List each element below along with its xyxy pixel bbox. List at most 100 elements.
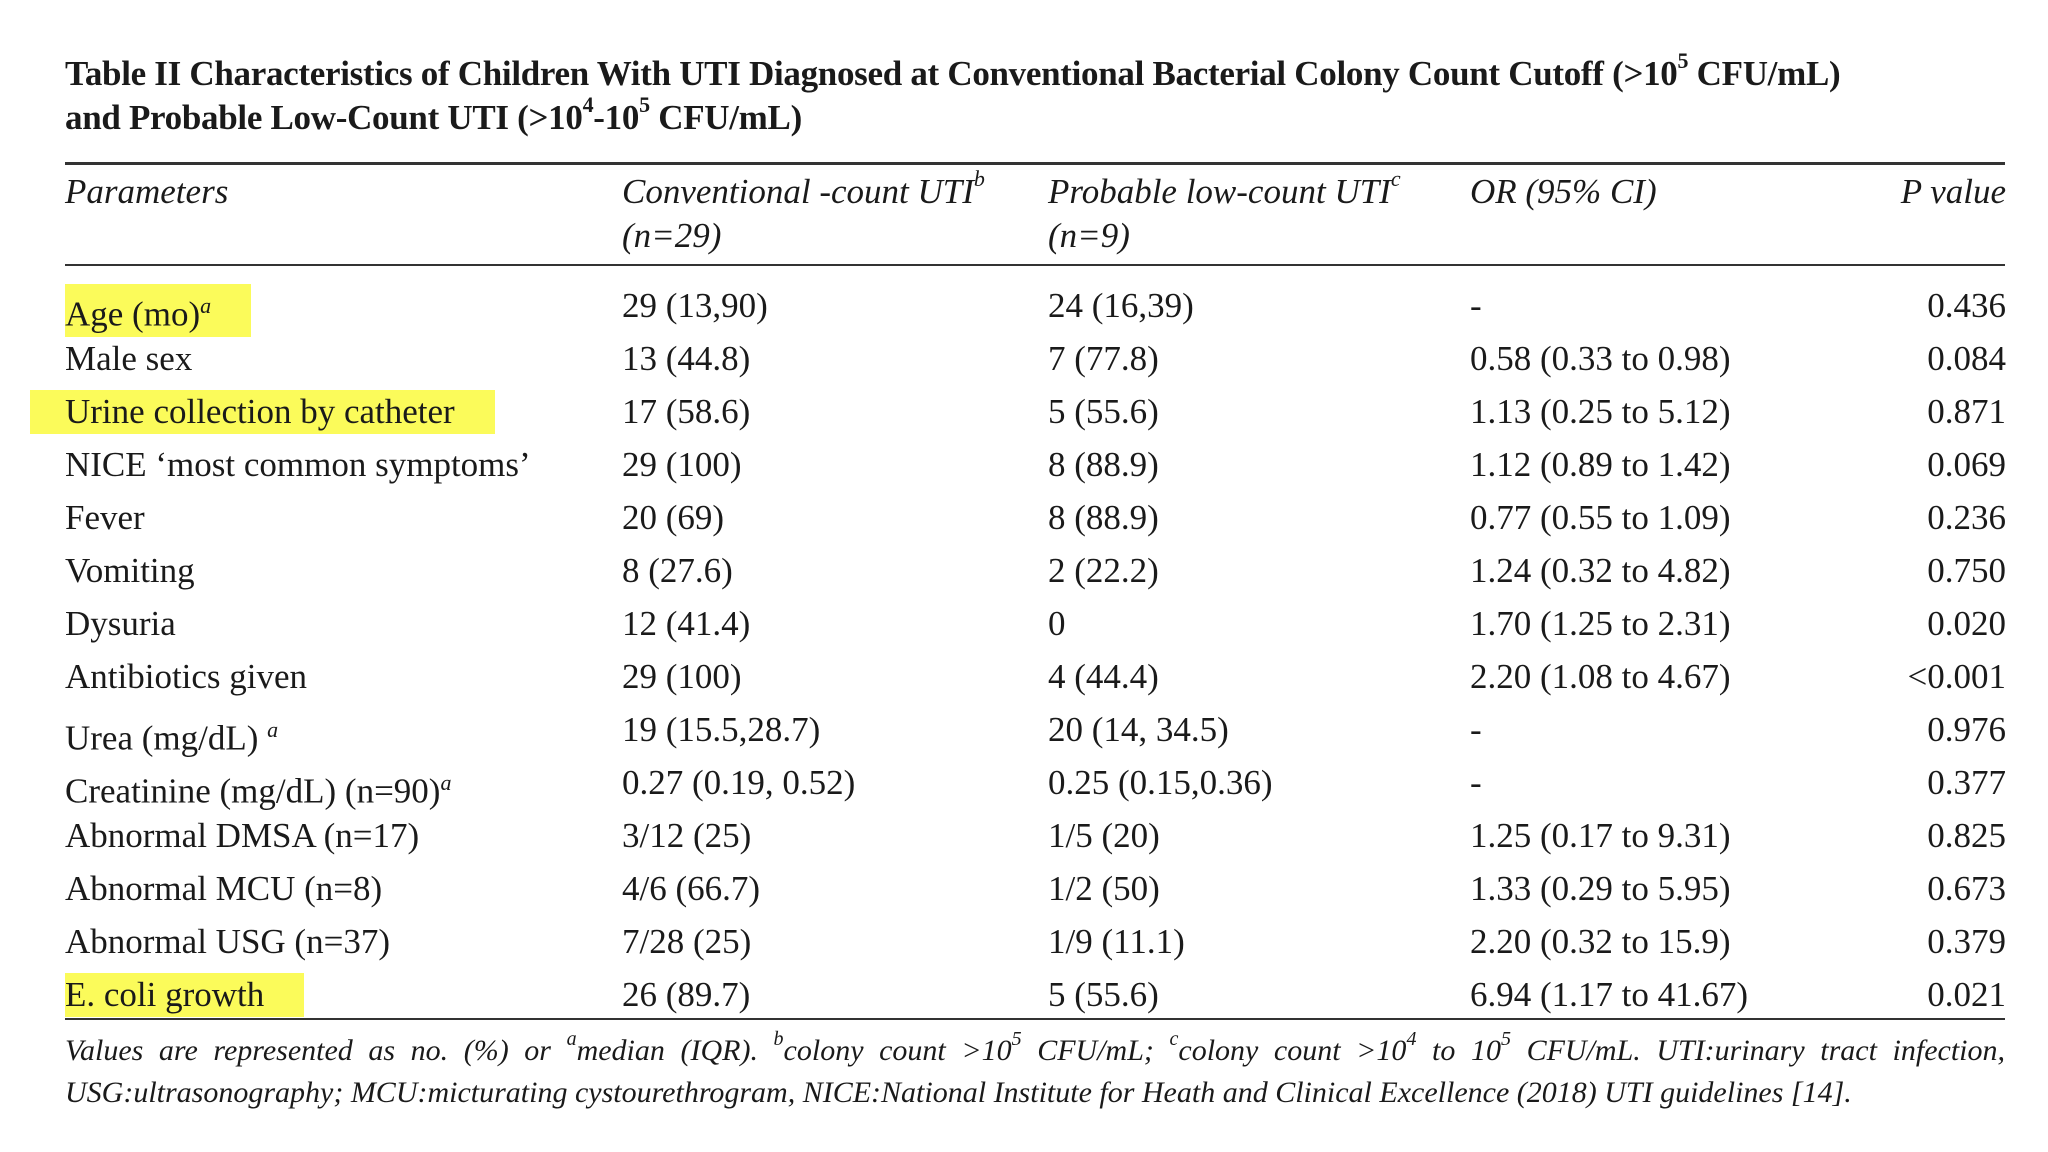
cell-or: - (1470, 710, 1482, 749)
cell-conventional: 7/28 (25) (622, 922, 752, 961)
cell-lowcount: 5 (55.6) (1048, 975, 1159, 1014)
cell-lowcount: 8 (88.9) (1048, 445, 1159, 484)
cell-or: 6.94 (1.17 to 41.67) (1470, 975, 1749, 1014)
title-line2-prefix: and Probable Low-Count UTI (>10 (65, 98, 583, 137)
footnote-sup: 5 (1011, 1028, 1022, 1050)
cell-pvalue: 0.069 (1927, 445, 2006, 484)
table-row: Vomiting 8 (27.6) 2 (22.2) 1.24 (0.32 to 4.… (0, 545, 2048, 597)
table-row: E. coli growth 26 (89.7) 5 (55.6) 6.94 (1.1… (0, 969, 2048, 1021)
footnote-text: median (IQR). (576, 1034, 774, 1067)
cell-pvalue: 0.673 (1927, 869, 2006, 908)
parameter-label: Age (mo) (65, 294, 201, 334)
cell-or: 0.58 (0.33 to 0.98) (1470, 339, 1731, 378)
header-lowcount-n: (n=9) (1048, 216, 1130, 255)
cell-pvalue: 0.021 (1927, 975, 2006, 1014)
table-row: Fever 20 (69) 8 (88.9) 0.77 (0.55 to 1.09) 0… (0, 492, 2048, 544)
header-lowcount-label: Probable low-count UTI (1048, 172, 1391, 211)
cell-conventional: 29 (100) (622, 445, 742, 484)
footnote-sup: b (773, 1028, 784, 1050)
table-row: Male sex 13 (44.8) 7 (77.8) 0.58 (0.33 to 0… (0, 333, 2048, 385)
cell-lowcount: 8 (88.9) (1048, 498, 1159, 537)
header-sup: b (973, 166, 985, 192)
cell-parameter: Antibiotics given (65, 651, 307, 703)
footnote-text: colony count >10 (783, 1034, 1012, 1067)
cell-conventional: 26 (89.7) (622, 975, 751, 1014)
cell-parameter: Fever (65, 492, 145, 544)
cell-parameter: Age (mo)a (65, 284, 252, 337)
cell-pvalue: 0.236 (1927, 498, 2006, 537)
cell-conventional: 4/6 (66.7) (622, 869, 761, 908)
cell-lowcount: 7 (77.8) (1048, 339, 1159, 378)
table-row: Abnormal MCU (n=8) 4/6 (66.7) 1/2 (50) 1.33… (0, 863, 2048, 915)
cell-parameter: Dysuria (65, 598, 176, 650)
table-top-rule (65, 162, 2005, 165)
cell-lowcount: 24 (16,39) (1048, 286, 1194, 325)
parameter-label: Abnormal DMSA (n=17) (65, 816, 420, 855)
cell-lowcount: 0 (1048, 604, 1066, 643)
cell-conventional: 3/12 (25) (622, 816, 752, 855)
table-title: Table II Characteristics of Children Wit… (65, 50, 2015, 140)
cell-conventional: 19 (15.5,28.7) (622, 710, 821, 749)
cell-conventional: 17 (58.6) (622, 392, 751, 431)
footnote-text: CFU/mL; (1021, 1034, 1170, 1067)
title-sup: 5 (639, 92, 650, 118)
parameter-label: Male sex (65, 339, 193, 378)
table-row: Antibiotics given 29 (100) 4 (44.4) 2.20 (1… (0, 651, 2048, 703)
cell-parameter: Abnormal MCU (n=8) (65, 863, 382, 915)
cell-parameter: Creatinine (mg/dL) (n=90)a (65, 757, 451, 818)
table-row: Age (mo)a 29 (13,90) 24 (16,39) - 0.436 (0, 280, 2048, 337)
parameter-label: Fever (65, 498, 145, 537)
cell-conventional: 29 (100) (622, 657, 742, 696)
cell-conventional: 12 (41.4) (622, 604, 751, 643)
parameter-label: Creatinine (mg/dL) (n=90) (65, 771, 441, 811)
parameter-label: E. coli growth (65, 975, 265, 1014)
cell-lowcount: 0.25 (0.15,0.36) (1048, 763, 1273, 802)
cell-or: - (1470, 286, 1482, 325)
cell-pvalue: 0.825 (1927, 816, 2006, 855)
table-row: NICE ‘most common symptoms’ 29 (100) 8 (88… (0, 439, 2048, 491)
cell-pvalue: 0.084 (1927, 339, 2006, 378)
header-bottom-rule (65, 264, 2005, 266)
cell-pvalue: 0.871 (1927, 392, 2006, 431)
cell-lowcount: 1/5 (20) (1048, 816, 1160, 855)
cell-parameter: Abnormal USG (n=37) (65, 916, 390, 968)
title-line2-mid: -10 (593, 98, 640, 137)
cell-conventional: 20 (69) (622, 498, 725, 537)
cell-lowcount: 5 (55.6) (1048, 392, 1159, 431)
table-footnote: Values are represented as no. (%) or ame… (65, 1028, 2005, 1114)
header-pvalue: P value (1900, 172, 2006, 211)
parameter-label: Urea (mg/dL) (65, 718, 268, 758)
cell-or: 1.24 (0.32 to 4.82) (1470, 551, 1731, 590)
cell-lowcount: 1/2 (50) (1048, 869, 1160, 908)
cell-or: - (1470, 763, 1482, 802)
cell-parameter: Vomiting (65, 545, 195, 597)
footnote-text: colony count >10 (1178, 1034, 1407, 1067)
cell-conventional: 29 (13,90) (622, 286, 768, 325)
footnote-sup: a (566, 1028, 577, 1050)
parameter-label: Vomiting (65, 551, 195, 590)
cell-pvalue: 0.976 (1927, 710, 2006, 749)
cell-lowcount: 4 (44.4) (1048, 657, 1159, 696)
table-row: Urine collection by catheter 17 (58.6) 5 (… (0, 386, 2048, 438)
header-or: OR (95% CI) (1470, 172, 1657, 211)
cell-or: 0.77 (0.55 to 1.09) (1470, 498, 1731, 537)
footnote-text: to 10 (1416, 1034, 1501, 1067)
header-conventional: Conventional -count UTIb (n=29) (622, 168, 985, 258)
parameter-label: Abnormal USG (n=37) (65, 922, 390, 961)
parameter-label: Urine collection by catheter (65, 392, 455, 431)
parameter-label: Abnormal MCU (n=8) (65, 869, 383, 908)
cell-parameter: Abnormal DMSA (n=17) (65, 810, 419, 862)
cell-parameter: Urea (mg/dL) a (65, 704, 278, 765)
table-row: Dysuria 12 (41.4) 0 1.70 (1.25 to 2.31) 0.02… (0, 598, 2048, 650)
table-row: Abnormal DMSA (n=17) 3/12 (25) 1/5 (20) 1.2… (0, 810, 2048, 862)
footnote-text: Values are represented as no. (%) or (65, 1034, 567, 1067)
parameter-sup: a (267, 717, 279, 742)
cell-pvalue: 0.377 (1927, 763, 2006, 802)
cell-pvalue: 0.020 (1927, 604, 2006, 643)
cell-parameter: E. coli growth (65, 973, 305, 1017)
cell-parameter: NICE ‘most common symptoms’ (65, 439, 531, 491)
cell-lowcount: 1/9 (11.1) (1048, 922, 1185, 961)
cell-pvalue: <0.001 (1907, 657, 2007, 696)
cell-or: 1.70 (1.25 to 2.31) (1470, 604, 1731, 643)
parameter-label: Dysuria (65, 604, 176, 643)
